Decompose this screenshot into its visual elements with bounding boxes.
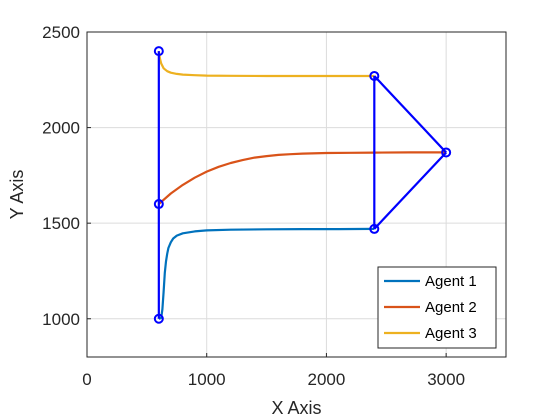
x-tick-label: 1000 <box>188 370 226 389</box>
series-line-agent-3 <box>157 50 375 78</box>
waypoint-marker <box>153 199 164 210</box>
legend: Agent 1 Agent 2 Agent 3 <box>377 266 497 349</box>
waypoint-marker <box>369 223 380 234</box>
legend-label-agent-2: Agent 2 <box>425 299 477 316</box>
legend-label-agent-1: Agent 1 <box>425 273 477 290</box>
x-tick-label: 3000 <box>427 370 465 389</box>
y-axis-label: Y Axis <box>7 170 27 220</box>
x-axis-label: X Axis <box>271 398 321 418</box>
plot-frame <box>86 31 507 358</box>
y-tick-label: 2500 <box>42 23 80 42</box>
formation-line <box>373 151 447 230</box>
waypoint-marker <box>153 46 164 57</box>
series-line-agent-2 <box>158 151 447 205</box>
series-lines <box>157 50 447 320</box>
waypoint-marker <box>369 70 380 81</box>
waypoint-marker <box>441 147 452 158</box>
y-tick-label: 1500 <box>42 214 80 233</box>
x-tick-label: 2000 <box>308 370 346 389</box>
formation-lines <box>157 51 447 319</box>
series-line-agent-1 <box>158 227 375 320</box>
y-tick-label: 1000 <box>42 310 80 329</box>
formation-line <box>373 75 447 154</box>
axis-ticks: 0 1000 2000 3000 1000 1500 2000 2500 <box>42 23 465 389</box>
x-tick-label: 0 <box>82 370 91 389</box>
waypoint-markers <box>153 46 452 324</box>
legend-label-agent-3: Agent 3 <box>425 325 477 342</box>
waypoint-marker <box>153 313 164 324</box>
y-tick-label: 2000 <box>42 119 80 138</box>
